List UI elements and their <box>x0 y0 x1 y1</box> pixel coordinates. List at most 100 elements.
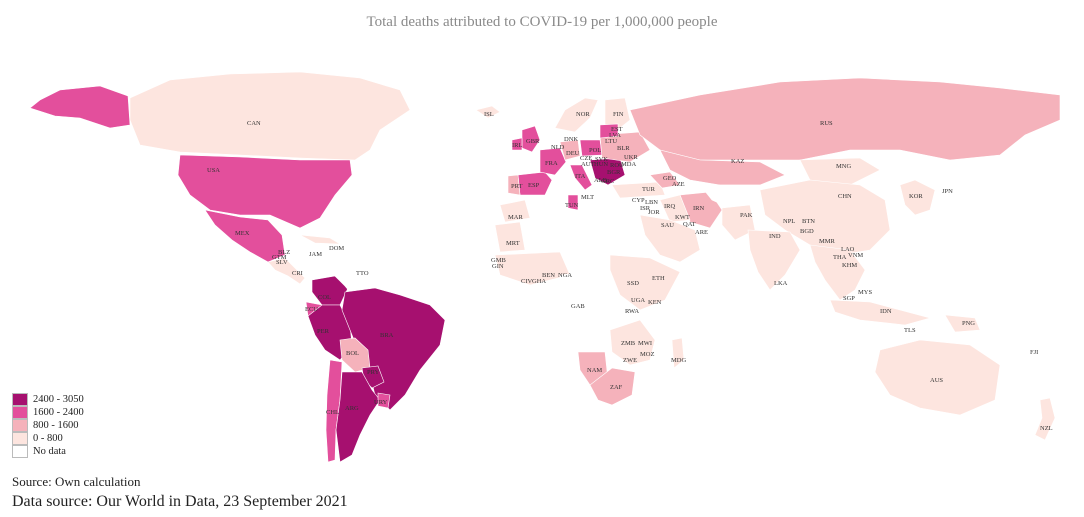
country-label: NPL <box>783 218 795 225</box>
country-southern-africa <box>609 319 656 366</box>
country-label: NZL <box>1040 425 1053 432</box>
country-label: MMR <box>819 238 836 245</box>
country-label: IND <box>769 233 781 240</box>
country-arg <box>335 371 381 463</box>
country-label: NGA <box>558 272 572 279</box>
country-se-asia <box>809 244 866 301</box>
country-label: KEN <box>648 299 662 306</box>
country-label: LKA <box>774 280 788 287</box>
country-label: LTU <box>605 138 617 145</box>
country-label: CHL <box>326 409 339 416</box>
country-label: MRT <box>506 240 520 247</box>
legend-item: 0 - 800 <box>12 432 84 445</box>
country-irq <box>659 194 691 223</box>
country-label: THA <box>833 254 847 261</box>
legend-swatch <box>12 393 28 406</box>
country-label: RUS <box>820 120 833 127</box>
country-irl <box>511 137 523 151</box>
country-label: NOR <box>576 111 590 118</box>
country-label: LBN <box>645 199 658 206</box>
country-label: GBR <box>526 138 540 145</box>
country-label: COL <box>318 294 331 301</box>
country-label: GHA <box>532 278 546 285</box>
country-label: SSD <box>627 280 639 287</box>
country-idn <box>829 299 932 326</box>
country-label: GIN <box>492 263 504 270</box>
country-label: DEU <box>566 150 580 157</box>
country-prt <box>507 174 521 196</box>
country-label: GAB <box>571 303 585 310</box>
country-label: GRC <box>601 178 614 185</box>
country-label: GEO <box>663 175 677 182</box>
greenland <box>399 51 471 99</box>
country-ury <box>377 392 391 409</box>
country-label: MAR <box>508 214 523 221</box>
country-label: LVA <box>609 132 621 139</box>
country-label-layer: CAN USA MEX ISL NOR FIN RUS DNK EST LVA … <box>207 111 1053 432</box>
country-label: HUN <box>594 161 608 168</box>
country-label: KAZ <box>731 158 744 165</box>
country-label: MYS <box>858 289 872 296</box>
country-label: KWT <box>675 214 690 221</box>
country-label: GTM <box>272 254 287 261</box>
country-baltics <box>599 123 619 139</box>
country-label: LAO <box>841 246 855 253</box>
country-label: NAM <box>587 367 602 374</box>
country-label: AUT <box>581 161 594 168</box>
country-mdg <box>671 337 685 369</box>
country-label: ALB <box>594 177 608 184</box>
country-central-america <box>267 257 306 285</box>
country-label: BGD <box>800 228 814 235</box>
country-label: UKR <box>624 154 638 161</box>
map-title: Total deaths attributed to COVID-19 per … <box>366 14 718 30</box>
country-central-asia <box>699 184 771 209</box>
country-label: RWA <box>625 308 639 315</box>
country-mrt <box>494 221 526 253</box>
country-label: CAN <box>247 120 261 127</box>
country-swe <box>574 104 606 141</box>
country-label: DOM <box>329 245 344 252</box>
country-label: PRY <box>367 369 380 376</box>
country-pak <box>721 204 756 241</box>
country-tur <box>611 181 666 199</box>
country-label: TUR <box>642 186 656 193</box>
country-label: BEN <box>542 272 555 279</box>
country-label: CYP <box>632 197 645 204</box>
data-source-note: Data source: Our World in Data, 23 Septe… <box>12 493 348 510</box>
country-caucasus <box>649 171 681 189</box>
country-label: TUN <box>565 202 579 209</box>
country-aus <box>874 339 1001 416</box>
country-usa-alaska <box>29 85 131 129</box>
country-label: ITA <box>575 173 586 180</box>
legend: 2400 - 3050 1600 - 2400 800 - 1600 0 - 8… <box>12 393 84 458</box>
country-fra <box>539 147 567 176</box>
legend-label: No data <box>33 446 66 457</box>
country-label: JOR <box>648 209 660 216</box>
country-central-africa <box>559 269 621 336</box>
country-label: MDG <box>671 357 686 364</box>
country-label: PRT <box>511 183 523 190</box>
country-label: VNM <box>848 252 863 259</box>
country-nzl <box>1034 397 1056 441</box>
legend-swatch <box>12 406 28 419</box>
country-chl <box>325 359 343 463</box>
country-label: CIV <box>521 278 533 285</box>
country-label: PNG <box>962 320 975 327</box>
source-note: Source: Own calculation <box>12 474 141 489</box>
country-west-africa <box>494 251 571 286</box>
country-label: CRI <box>292 270 303 277</box>
country-label: MEX <box>235 230 250 237</box>
country-mar <box>499 199 531 223</box>
legend-item: 2400 - 3050 <box>12 393 84 406</box>
country-zaf <box>589 367 636 406</box>
country-label: QAT <box>683 221 696 228</box>
country-mex <box>204 209 286 263</box>
country-label: FIN <box>613 111 624 118</box>
country-label: ZAF <box>610 384 623 391</box>
country-label: ISL <box>484 111 494 118</box>
country-label: ARE <box>695 229 708 236</box>
country-chn <box>759 179 891 256</box>
country-png <box>944 314 981 333</box>
country-label: DNK <box>564 136 578 143</box>
country-label: FJI <box>1030 349 1038 356</box>
